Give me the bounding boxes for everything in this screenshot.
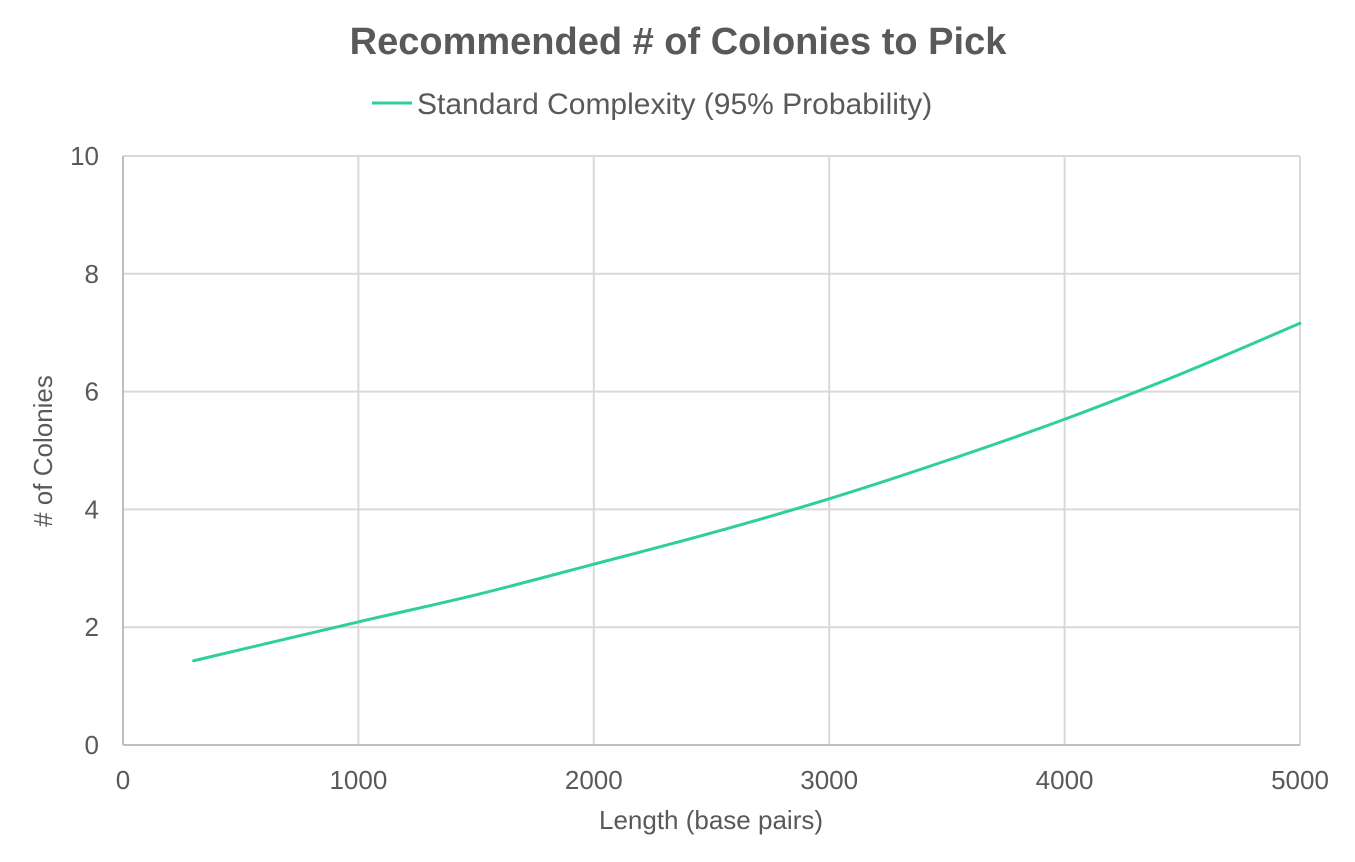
x-tick-label: 5000 [1271,765,1329,795]
series-line [192,321,1302,663]
legend-label: Standard Complexity (95% Probability) [417,88,932,121]
y-tick-labels: 0 2 4 6 8 10 [70,141,99,760]
y-tick-label: 0 [85,730,99,760]
y-axis-title: # of Colonies [28,375,58,527]
x-tick-label: 4000 [1036,765,1094,795]
x-tick-label: 1000 [329,765,387,795]
series [192,321,1302,663]
chart-title: Recommended # of Colonies to Pick [350,21,1008,63]
axes [122,156,1300,746]
y-tick-label: 10 [70,141,99,171]
x-tick-label: 3000 [800,765,858,795]
x-tick-label: 0 [116,765,130,795]
gridlines [123,155,1301,745]
x-tick-label: 2000 [565,765,623,795]
x-axis-title: Length (base pairs) [599,805,823,835]
y-tick-label: 2 [85,612,99,642]
y-tick-label: 6 [85,377,99,407]
x-tick-labels: 0 1000 2000 3000 4000 5000 [116,765,1329,795]
legend: Standard Complexity (95% Probability) [372,88,932,121]
y-tick-label: 8 [85,259,99,289]
y-tick-label: 4 [85,494,99,524]
